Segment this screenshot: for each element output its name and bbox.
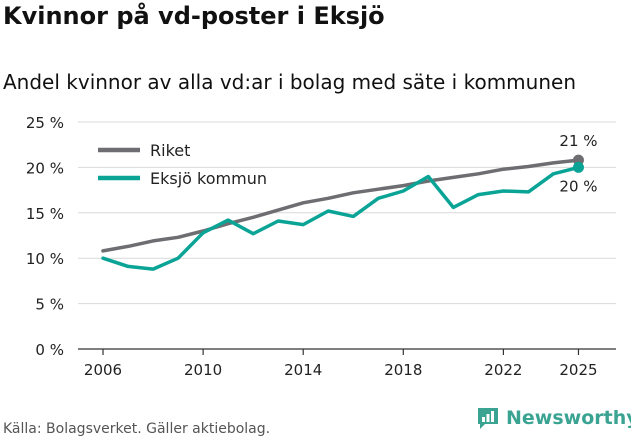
x-tick-label: 2014 [284, 361, 322, 379]
x-tick-label: 2010 [184, 361, 222, 379]
y-tick-label: 25 % [26, 114, 64, 132]
x-tick-label: 2022 [484, 361, 522, 379]
legend-label-eksjö-kommun: Eksjö kommun [150, 169, 267, 188]
y-tick-label: 10 % [26, 250, 64, 268]
x-axis: 2006 2010 2014 2018 2022 2025 [78, 348, 616, 379]
brand-logo: Newsworthy [476, 406, 631, 430]
legend-label-riket: Riket [150, 141, 190, 160]
end-labels: 21 % 20 % [559, 132, 597, 195]
chart-subtitle: Andel kvinnor av alla vd:ar i bolag med … [3, 70, 576, 94]
brand-name: Newsworthy [506, 407, 631, 429]
series-line-eksjö-kommun [101, 165, 581, 271]
end-point-eksjö-kommun [572, 161, 584, 173]
y-axis-tick-labels: 0 % 5 % 10 % 15 % 20 % 25 % [26, 114, 64, 359]
x-tick-label: 2018 [384, 361, 422, 379]
chart-title: Kvinnor på vd-poster i Eksjö [3, 2, 385, 30]
end-label-eksjö-kommun: 20 % [559, 177, 597, 195]
x-tick-label: 2025 [559, 361, 597, 379]
x-tick-label: 2006 [84, 361, 122, 379]
series-line-riket [101, 158, 581, 253]
newsworthy-logo-icon [478, 408, 498, 429]
y-tick-label: 5 % [35, 296, 64, 314]
end-label-riket: 21 % [559, 132, 597, 150]
source-note: Källa: Bolagsverket. Gäller aktiebolag. [3, 421, 271, 437]
y-tick-label: 15 % [26, 205, 64, 223]
y-tick-label: 20 % [26, 159, 64, 177]
legend: Riket Eksjö kommun [98, 141, 267, 188]
y-tick-label: 0 % [35, 341, 64, 359]
series-lines [101, 154, 584, 271]
